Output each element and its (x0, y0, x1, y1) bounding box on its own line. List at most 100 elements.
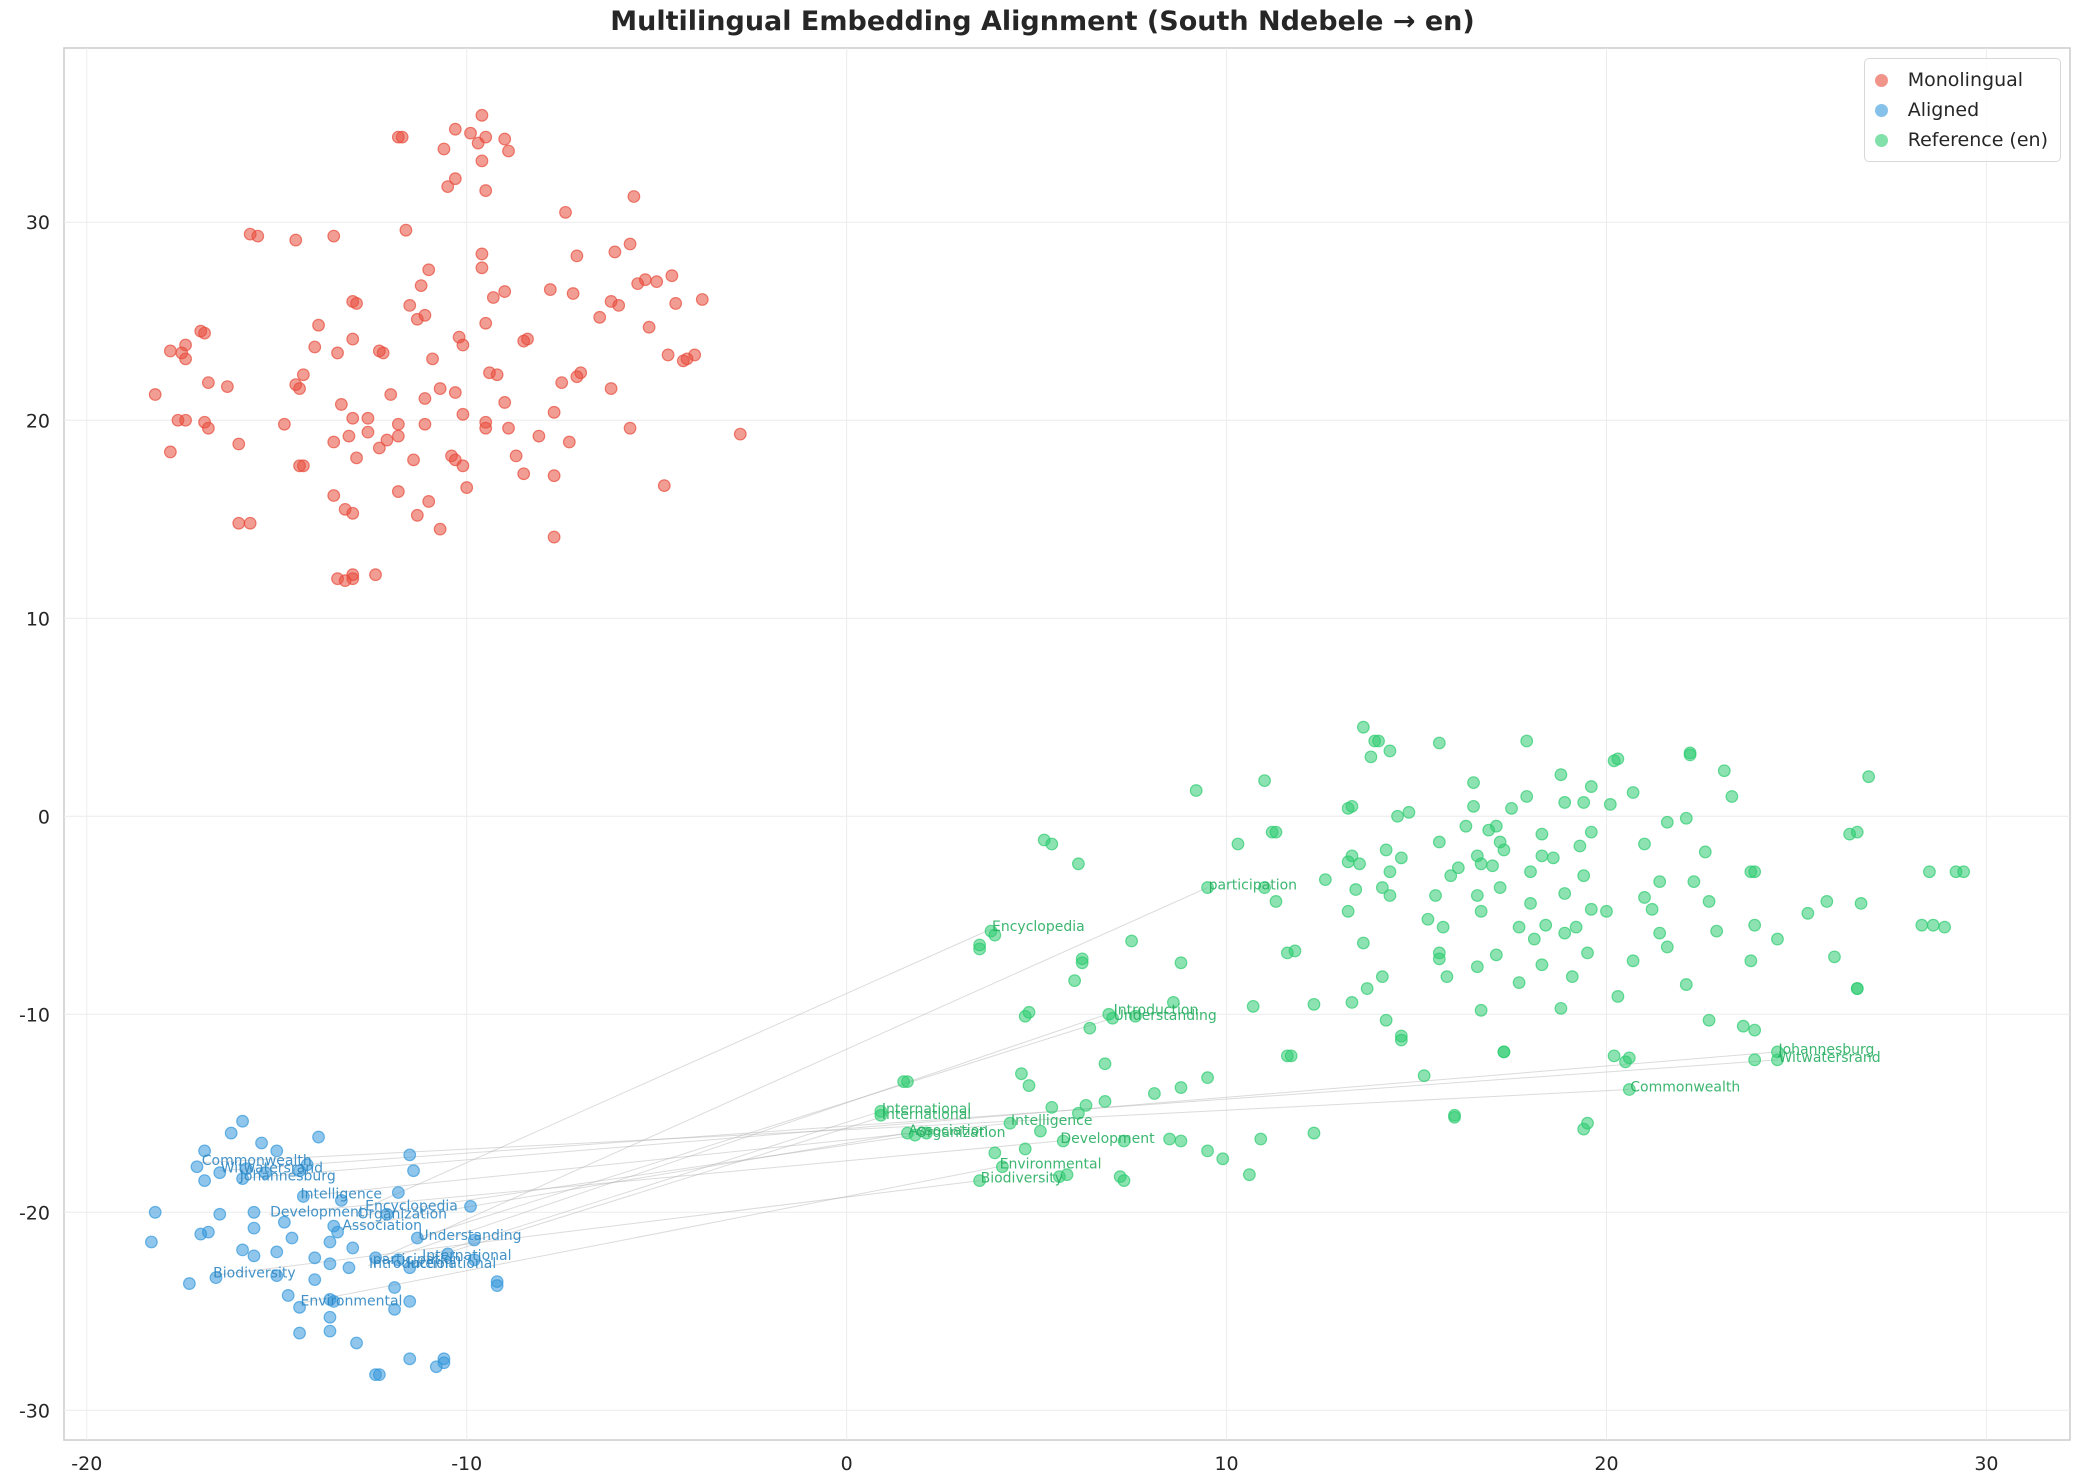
data-point (460, 481, 474, 494)
data-point (1163, 1132, 1176, 1146)
data-point (1862, 770, 1876, 784)
data-point (1341, 904, 1355, 918)
data-point (1748, 1053, 1762, 1067)
data-point (1402, 805, 1416, 819)
data-point (1801, 906, 1815, 920)
data-point (498, 132, 512, 146)
x-tick-label: 30 (1974, 1453, 1998, 1475)
data-point (1577, 869, 1591, 883)
data-point (1702, 895, 1716, 908)
y-tick-label: -30 (19, 1400, 50, 1422)
data-point (201, 376, 215, 390)
data-point (509, 449, 523, 463)
data-point (243, 516, 257, 530)
legend-label-aligned: Aligned (1907, 99, 1980, 121)
data-point (1915, 918, 1929, 932)
data-point (1432, 952, 1446, 966)
data-point (422, 263, 436, 277)
data-point (346, 506, 360, 520)
data-point (1584, 780, 1598, 793)
data-point (517, 334, 531, 348)
data-point (437, 142, 451, 156)
data-point (414, 279, 428, 293)
word-label: Organization (358, 1206, 448, 1222)
data-point (342, 1261, 356, 1275)
data-point (1375, 881, 1389, 894)
data-point (1391, 809, 1404, 823)
data-point (1280, 1049, 1294, 1063)
data-point (1497, 843, 1511, 857)
data-point (1679, 811, 1693, 825)
data-point (1349, 883, 1363, 896)
data-point (296, 1190, 310, 1203)
data-point (1493, 881, 1507, 894)
data-point (232, 437, 246, 451)
data-point (1128, 1009, 1142, 1023)
data-point (441, 1247, 455, 1261)
data-point (1843, 827, 1857, 841)
word-label: Encyclopedia (365, 1198, 458, 1214)
series-monolingual (148, 108, 747, 588)
data-point (1660, 815, 1674, 829)
data-point (1045, 1100, 1059, 1114)
data-point (182, 1277, 196, 1290)
data-point (1736, 1019, 1750, 1033)
data-point (308, 340, 322, 354)
data-point (194, 1227, 208, 1241)
data-point (384, 388, 398, 401)
data-point (236, 1243, 249, 1257)
data-point (1053, 1170, 1066, 1184)
data-point (1098, 1057, 1112, 1071)
data-point (517, 467, 531, 481)
data-point (1558, 887, 1572, 900)
data-point (1345, 996, 1359, 1009)
data-point (213, 1166, 227, 1180)
data-point (1717, 764, 1731, 778)
data-point (334, 1194, 348, 1207)
data-point (448, 172, 462, 186)
data-point (144, 1235, 158, 1249)
series-reference-en (874, 720, 1971, 1188)
data-point (498, 285, 512, 298)
word-label: Johannesburg (1777, 1042, 1874, 1058)
data-point (308, 1273, 322, 1287)
data-point (1307, 1126, 1321, 1140)
y-tick-label: -20 (19, 1202, 50, 1224)
data-point (1421, 912, 1435, 926)
alignment-link (212, 1180, 980, 1277)
data-point (323, 1235, 337, 1249)
data-point (391, 429, 405, 443)
data-point (650, 275, 664, 289)
data-point (1702, 1013, 1716, 1027)
data-point (312, 318, 325, 332)
word-label: Development (1060, 1131, 1155, 1147)
data-point (1474, 1003, 1488, 1017)
data-point (1098, 1095, 1112, 1108)
data-point (1034, 1124, 1047, 1138)
data-point (220, 380, 234, 393)
data-point (570, 249, 584, 263)
data-point (1231, 837, 1245, 851)
y-tick-label: 0 (38, 806, 50, 828)
data-point (247, 1221, 261, 1235)
data-point (1748, 865, 1762, 879)
data-point (372, 441, 386, 455)
data-point (1850, 982, 1864, 995)
data-point (1432, 835, 1446, 849)
data-point (1558, 796, 1572, 809)
data-point (1622, 1083, 1636, 1096)
data-point (410, 312, 424, 326)
data-point (1687, 875, 1701, 889)
data-point (1535, 827, 1549, 841)
data-point (608, 245, 622, 259)
data-point (1474, 857, 1488, 871)
data-point (388, 1281, 401, 1294)
data-point (179, 413, 192, 427)
data-point (996, 1160, 1009, 1174)
data-point (475, 108, 489, 122)
alignment-link (356, 1134, 916, 1217)
data-point (1246, 999, 1260, 1013)
data-point (559, 205, 572, 219)
data-point (350, 451, 363, 465)
word-label: International (882, 1101, 971, 1117)
